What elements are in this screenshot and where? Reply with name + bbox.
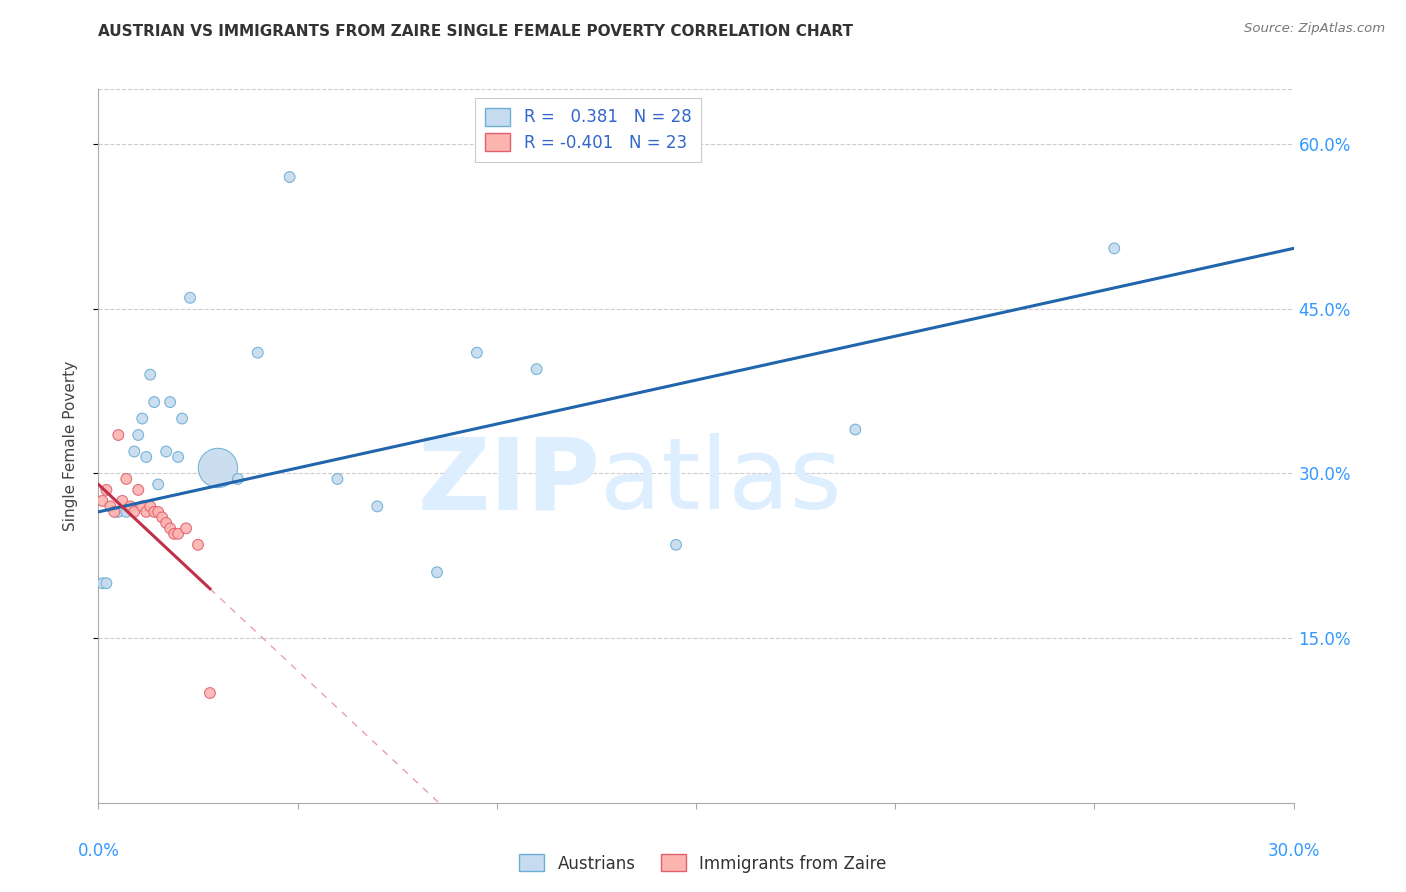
- Point: [167, 450, 190, 464]
- Point: [179, 291, 201, 305]
- Point: [124, 505, 146, 519]
- Point: [131, 500, 153, 514]
- Point: [96, 483, 118, 497]
- Point: [172, 411, 194, 425]
- Point: [167, 526, 190, 541]
- Point: [366, 500, 388, 514]
- Point: [278, 169, 301, 184]
- Point: [844, 423, 866, 437]
- Point: [148, 505, 170, 519]
- Point: [91, 494, 114, 508]
- Point: [103, 505, 125, 519]
- Point: [124, 444, 146, 458]
- Point: [526, 362, 548, 376]
- Point: [150, 510, 173, 524]
- Point: [148, 477, 170, 491]
- Point: [127, 428, 149, 442]
- Text: ZIP: ZIP: [418, 434, 600, 530]
- Point: [107, 428, 129, 442]
- Point: [139, 368, 162, 382]
- Text: atlas: atlas: [600, 434, 842, 530]
- Y-axis label: Single Female Poverty: Single Female Poverty: [63, 361, 77, 531]
- Legend: R =   0.381   N = 28, R = -0.401   N = 23: R = 0.381 N = 28, R = -0.401 N = 23: [475, 97, 702, 161]
- Point: [665, 538, 688, 552]
- Point: [143, 395, 166, 409]
- Point: [174, 521, 197, 535]
- Point: [98, 500, 122, 514]
- Point: [159, 521, 181, 535]
- Point: [246, 345, 269, 359]
- Point: [207, 461, 229, 475]
- Point: [139, 500, 162, 514]
- Point: [135, 450, 157, 464]
- Point: [91, 576, 114, 591]
- Text: 0.0%: 0.0%: [77, 842, 120, 860]
- Point: [155, 516, 177, 530]
- Text: AUSTRIAN VS IMMIGRANTS FROM ZAIRE SINGLE FEMALE POVERTY CORRELATION CHART: AUSTRIAN VS IMMIGRANTS FROM ZAIRE SINGLE…: [98, 24, 853, 39]
- Point: [426, 566, 449, 580]
- Point: [131, 411, 153, 425]
- Point: [115, 472, 138, 486]
- Point: [115, 505, 138, 519]
- Point: [96, 576, 118, 591]
- Text: Source: ZipAtlas.com: Source: ZipAtlas.com: [1244, 22, 1385, 36]
- Point: [198, 686, 221, 700]
- Point: [120, 500, 142, 514]
- Point: [143, 505, 166, 519]
- Text: 30.0%: 30.0%: [1267, 842, 1320, 860]
- Point: [226, 472, 249, 486]
- Point: [135, 505, 157, 519]
- Legend: Austrians, Immigrants from Zaire: Austrians, Immigrants from Zaire: [513, 847, 893, 880]
- Point: [111, 494, 134, 508]
- Point: [159, 395, 181, 409]
- Point: [155, 444, 177, 458]
- Point: [107, 505, 129, 519]
- Point: [465, 345, 488, 359]
- Point: [1104, 241, 1126, 255]
- Point: [326, 472, 349, 486]
- Point: [127, 483, 149, 497]
- Point: [187, 538, 209, 552]
- Point: [163, 526, 186, 541]
